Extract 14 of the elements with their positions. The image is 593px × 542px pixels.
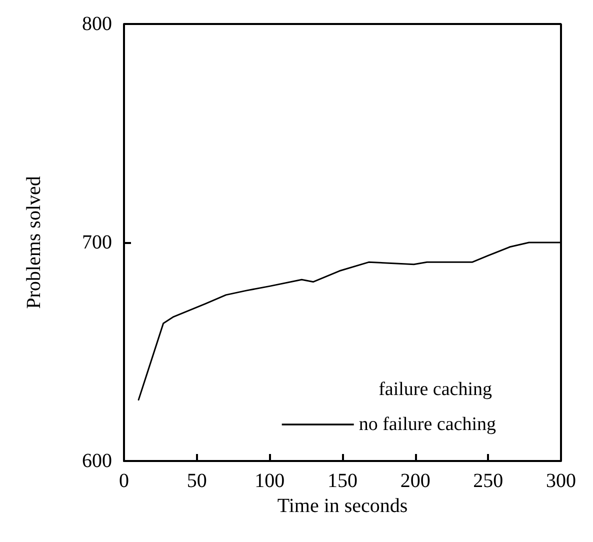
x-tick-label: 50 bbox=[186, 470, 207, 492]
x-tick-label: 200 bbox=[400, 470, 430, 492]
x-axis-title: Time in seconds bbox=[277, 494, 408, 517]
x-tick-label: 0 bbox=[119, 470, 129, 492]
annotation: failure caching bbox=[378, 379, 492, 400]
y-axis-title: Problems solved bbox=[23, 176, 45, 309]
y-tick-label: 700 bbox=[82, 232, 112, 254]
y-tick-label: 600 bbox=[82, 450, 112, 472]
legend-label: no failure caching bbox=[358, 414, 496, 435]
x-tick-label: 150 bbox=[328, 470, 358, 492]
y-tick-label: 800 bbox=[82, 13, 112, 35]
x-tick-label: 250 bbox=[473, 470, 504, 492]
x-tick-label: 300 bbox=[546, 470, 576, 492]
x-tick-label: 100 bbox=[254, 470, 285, 492]
